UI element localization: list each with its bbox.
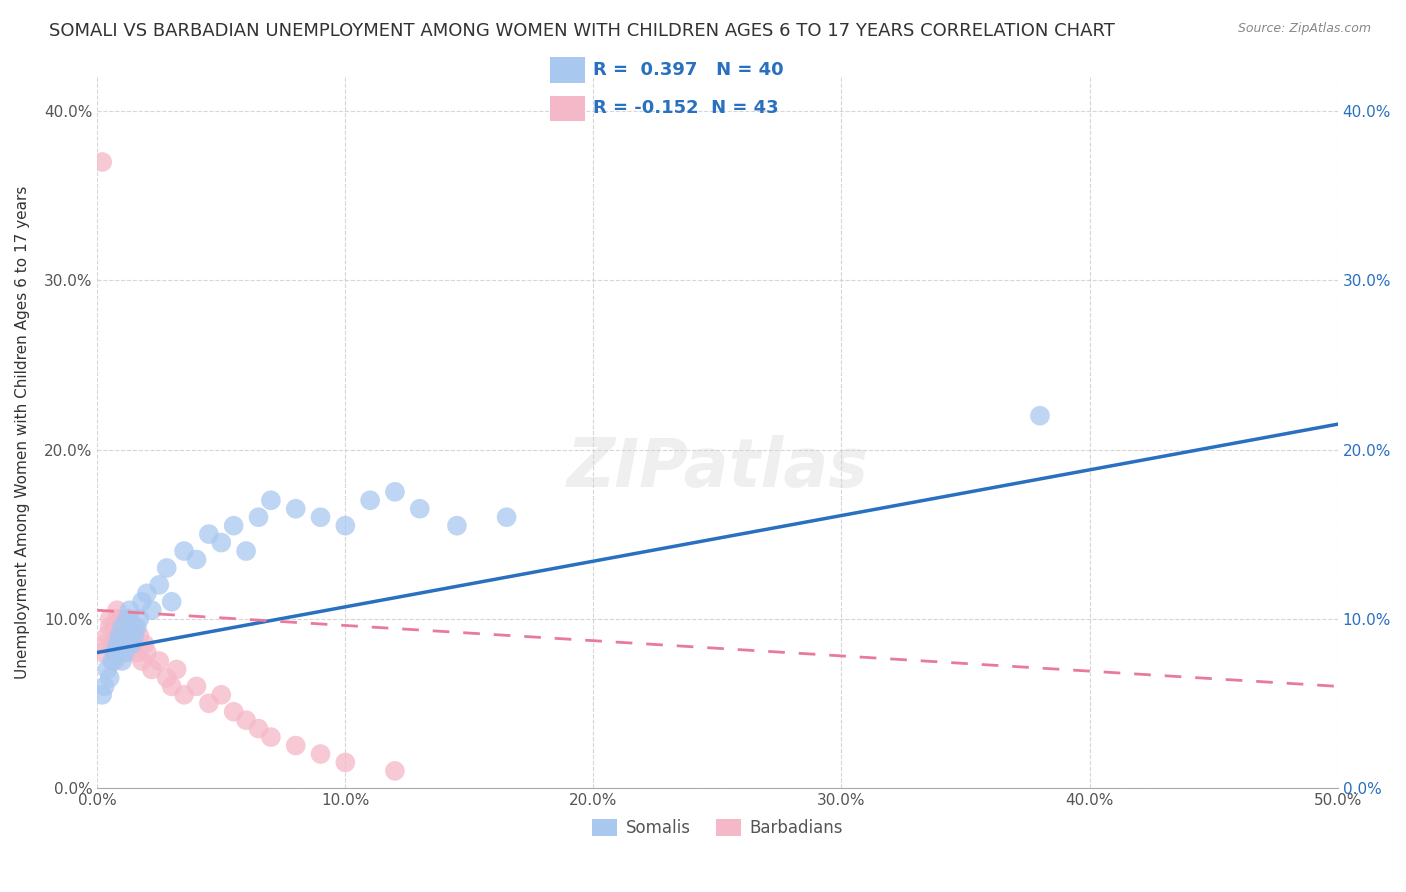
Point: [247, 510, 270, 524]
Point: [124, 620, 146, 634]
Point: [209, 535, 232, 549]
Point: [124, 629, 146, 643]
Point: [131, 654, 153, 668]
Text: Source: ZipAtlas.com: Source: ZipAtlas.com: [1237, 22, 1371, 36]
Point: [111, 612, 134, 626]
Point: [115, 612, 138, 626]
Point: [98, 671, 121, 685]
Point: [156, 561, 179, 575]
Legend: Somalis, Barbadians: Somalis, Barbadians: [586, 812, 849, 844]
Point: [148, 654, 170, 668]
Point: [121, 629, 143, 643]
Point: [128, 612, 150, 626]
Point: [247, 722, 270, 736]
Point: [198, 696, 221, 710]
Point: [104, 646, 127, 660]
Text: R =  0.397   N = 40: R = 0.397 N = 40: [593, 61, 785, 78]
Point: [93, 679, 115, 693]
Point: [235, 544, 257, 558]
Text: ZIPatlas: ZIPatlas: [567, 435, 869, 501]
Point: [91, 646, 114, 660]
Point: [96, 629, 118, 643]
Text: R = -0.152  N = 43: R = -0.152 N = 43: [593, 100, 779, 118]
Point: [108, 629, 131, 643]
Point: [359, 493, 381, 508]
Point: [105, 612, 128, 626]
Point: [384, 764, 406, 778]
Point: [222, 518, 245, 533]
Point: [173, 688, 195, 702]
Point: [260, 730, 283, 744]
Point: [128, 629, 150, 643]
Point: [111, 620, 134, 634]
Point: [118, 612, 141, 626]
Point: [141, 662, 163, 676]
Point: [101, 654, 124, 668]
Point: [446, 518, 468, 533]
Point: [104, 620, 127, 634]
Point: [160, 595, 183, 609]
Point: [98, 620, 121, 634]
Point: [141, 603, 163, 617]
Point: [111, 620, 134, 634]
Point: [309, 747, 332, 761]
Point: [156, 671, 179, 685]
Y-axis label: Unemployment Among Women with Children Ages 6 to 17 years: Unemployment Among Women with Children A…: [15, 186, 30, 680]
Point: [1029, 409, 1052, 423]
Point: [131, 595, 153, 609]
Point: [111, 654, 134, 668]
Text: SOMALI VS BARBADIAN UNEMPLOYMENT AMONG WOMEN WITH CHILDREN AGES 6 TO 17 YEARS CO: SOMALI VS BARBADIAN UNEMPLOYMENT AMONG W…: [49, 22, 1115, 40]
Point: [384, 484, 406, 499]
Point: [495, 510, 517, 524]
Point: [118, 603, 141, 617]
Point: [93, 637, 115, 651]
Point: [114, 646, 136, 660]
Bar: [550, 95, 585, 121]
Point: [284, 739, 307, 753]
Point: [335, 756, 357, 770]
Point: [335, 518, 357, 533]
Point: [105, 637, 128, 651]
Point: [115, 620, 138, 634]
Point: [166, 662, 188, 676]
Point: [91, 688, 114, 702]
Point: [114, 637, 136, 651]
Point: [105, 603, 128, 617]
Point: [125, 620, 148, 634]
Point: [115, 646, 138, 660]
Point: [209, 688, 232, 702]
Point: [409, 501, 432, 516]
Point: [186, 679, 208, 693]
Point: [96, 662, 118, 676]
Point: [186, 552, 208, 566]
Point: [134, 637, 156, 651]
Point: [104, 654, 127, 668]
Point: [124, 637, 146, 651]
Point: [125, 646, 148, 660]
Point: [222, 705, 245, 719]
Point: [135, 646, 157, 660]
Point: [101, 637, 124, 651]
Point: [284, 501, 307, 516]
Bar: [550, 57, 585, 83]
Point: [148, 578, 170, 592]
Point: [98, 612, 121, 626]
Point: [235, 713, 257, 727]
Point: [135, 586, 157, 600]
Point: [91, 155, 114, 169]
Point: [121, 637, 143, 651]
Point: [173, 544, 195, 558]
Point: [260, 493, 283, 508]
Point: [108, 629, 131, 643]
Point: [309, 510, 332, 524]
Point: [160, 679, 183, 693]
Point: [198, 527, 221, 541]
